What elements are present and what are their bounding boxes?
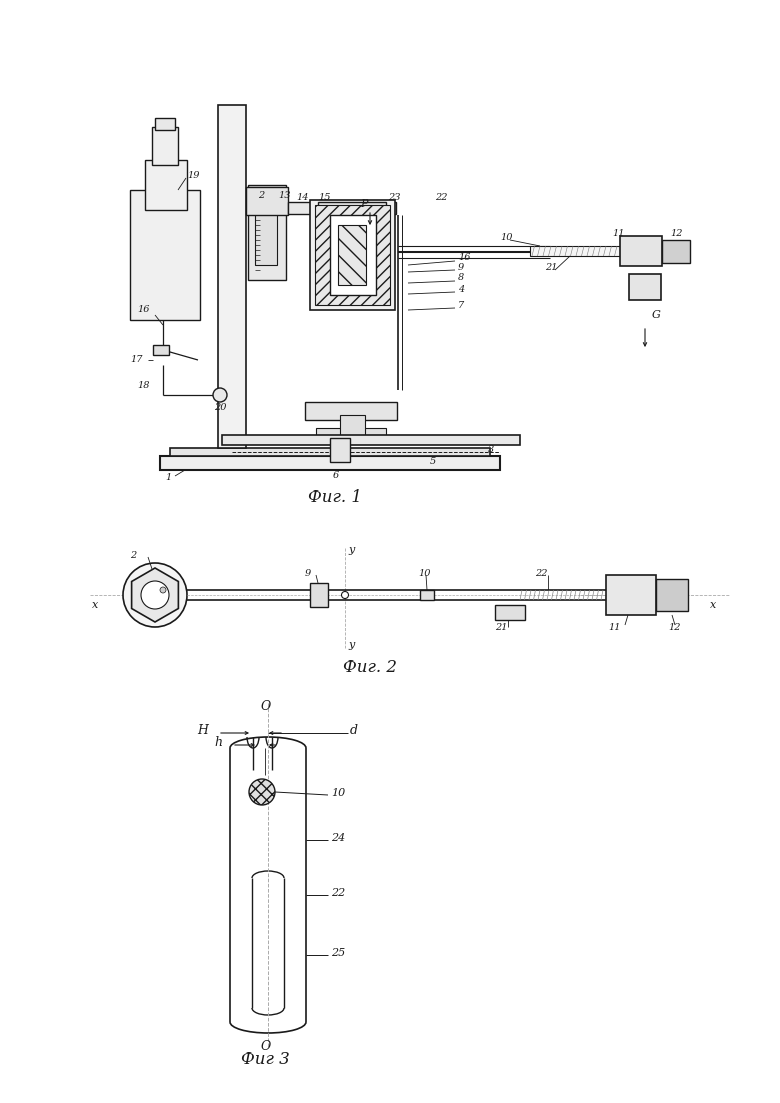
Bar <box>288 202 396 214</box>
Text: 19: 19 <box>187 171 200 180</box>
Text: 21: 21 <box>495 622 508 632</box>
Circle shape <box>123 563 187 627</box>
Bar <box>248 185 286 280</box>
Text: 17: 17 <box>130 355 143 364</box>
Text: 16: 16 <box>137 306 150 314</box>
Text: y: y <box>348 640 354 650</box>
Text: 25: 25 <box>331 947 346 959</box>
Text: 20: 20 <box>214 404 226 413</box>
Text: 10: 10 <box>500 233 512 242</box>
Bar <box>145 160 187 210</box>
Text: x: x <box>710 600 716 610</box>
Bar <box>606 575 656 615</box>
Text: 13: 13 <box>278 191 290 200</box>
Bar <box>338 225 366 285</box>
Bar <box>310 200 395 310</box>
Text: O: O <box>261 699 271 713</box>
Circle shape <box>213 388 227 401</box>
Bar <box>656 579 688 611</box>
Bar <box>330 438 350 462</box>
Bar <box>155 118 175 130</box>
Bar <box>620 236 662 266</box>
Text: 14: 14 <box>296 193 309 202</box>
Text: 22: 22 <box>535 568 548 578</box>
Bar <box>130 190 200 320</box>
Bar <box>170 448 490 456</box>
Text: 1: 1 <box>165 473 172 482</box>
Text: 18: 18 <box>137 381 150 389</box>
Bar <box>340 415 365 440</box>
Text: d: d <box>350 725 358 738</box>
Text: 10: 10 <box>331 788 346 797</box>
Text: 9: 9 <box>305 568 311 578</box>
Text: 12: 12 <box>670 229 682 238</box>
Text: 22: 22 <box>331 888 346 898</box>
Bar <box>310 583 328 607</box>
Bar <box>255 190 277 265</box>
Bar <box>305 401 397 420</box>
Text: 24: 24 <box>331 833 346 843</box>
Bar <box>316 428 386 438</box>
Text: G: G <box>652 310 661 320</box>
Text: O: O <box>261 1039 271 1052</box>
Text: 10: 10 <box>418 568 431 578</box>
Bar <box>153 345 169 355</box>
Bar <box>495 606 525 620</box>
Text: 16: 16 <box>458 254 470 263</box>
Polygon shape <box>132 568 179 622</box>
Bar <box>330 215 376 295</box>
Text: Фиг. 1: Фиг. 1 <box>308 490 362 506</box>
Bar <box>160 456 500 470</box>
Bar <box>222 435 520 445</box>
Circle shape <box>141 581 169 609</box>
Text: P: P <box>360 199 367 208</box>
Text: 7: 7 <box>458 300 464 310</box>
Text: y: y <box>348 545 354 555</box>
Bar <box>420 590 434 600</box>
Bar <box>530 246 620 256</box>
Text: 22: 22 <box>435 193 448 203</box>
Text: 8: 8 <box>458 274 464 282</box>
Bar <box>318 202 386 219</box>
Text: 11: 11 <box>612 229 625 238</box>
Text: Фиг. 2: Фиг. 2 <box>343 660 397 676</box>
Bar <box>218 105 246 448</box>
Text: 9: 9 <box>458 264 464 272</box>
Circle shape <box>160 587 166 593</box>
Text: 6: 6 <box>333 471 339 480</box>
Text: 12: 12 <box>668 622 680 632</box>
Bar <box>152 127 178 165</box>
Text: h: h <box>214 737 222 750</box>
Text: 2: 2 <box>258 191 264 200</box>
Text: 5: 5 <box>430 458 436 467</box>
Text: 11: 11 <box>608 622 621 632</box>
Text: 2: 2 <box>130 550 136 559</box>
Text: 23: 23 <box>388 193 400 203</box>
Bar <box>629 274 661 300</box>
Text: H: H <box>197 725 208 738</box>
Text: x: x <box>92 600 98 610</box>
Text: 21: 21 <box>545 264 558 272</box>
Bar <box>315 205 390 306</box>
Text: Фиг 3: Фиг 3 <box>240 1051 289 1069</box>
Bar <box>246 188 288 215</box>
Text: 4: 4 <box>458 286 464 295</box>
Text: 3: 3 <box>488 446 495 454</box>
Circle shape <box>249 779 275 805</box>
Text: 15: 15 <box>318 193 331 202</box>
Circle shape <box>342 591 349 599</box>
Bar <box>662 240 690 263</box>
